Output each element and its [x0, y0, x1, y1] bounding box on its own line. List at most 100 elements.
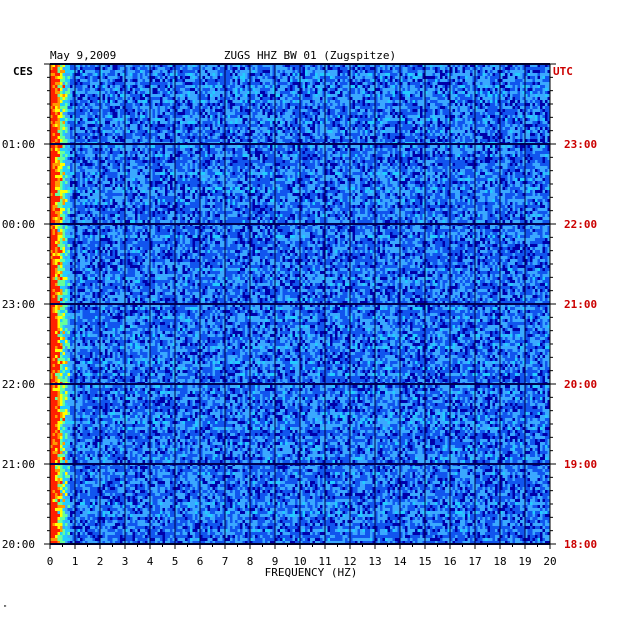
spectrogram-cell [328, 130, 331, 133]
spectrogram-cell [233, 136, 236, 139]
spectrogram-cell [390, 85, 393, 88]
spectrogram-cell [65, 82, 68, 85]
spectrogram-cell [245, 82, 248, 85]
spectrogram-cell [228, 109, 231, 112]
spectrogram-cell [535, 145, 538, 148]
spectrogram-cell [545, 151, 548, 154]
spectrogram-cell [515, 121, 518, 124]
spectrogram-cell [330, 94, 333, 97]
spectrogram-cell [485, 112, 488, 115]
spectrogram-cell [160, 94, 163, 97]
spectrogram-cell [535, 151, 538, 154]
spectrogram-cell [258, 70, 261, 73]
spectrogram-cell [465, 148, 468, 151]
spectrogram-cell [113, 148, 116, 151]
spectrogram-cell [303, 88, 306, 91]
spectrogram-cell [485, 85, 488, 88]
spectrogram-cell [340, 109, 343, 112]
spectrogram-cell [383, 100, 386, 103]
spectrogram-cell [145, 106, 148, 109]
spectrogram-cell [213, 91, 216, 94]
spectrogram-cell [278, 112, 281, 115]
spectrogram-cell [505, 124, 508, 127]
spectrogram-cell [140, 82, 143, 85]
spectrogram-cell [155, 124, 158, 127]
spectrogram-cell [313, 70, 316, 73]
spectrogram-cell [465, 109, 468, 112]
spectrogram-cell [363, 118, 366, 121]
spectrogram-cell [240, 127, 243, 130]
spectrogram-cell [160, 88, 163, 91]
spectrogram-cell [208, 133, 211, 136]
spectrogram-cell [113, 151, 116, 154]
spectrogram-cell [213, 106, 216, 109]
spectrogram-cell [60, 148, 63, 151]
spectrogram-cell [95, 97, 98, 100]
spectrogram-cell [265, 127, 268, 130]
spectrogram-cell [533, 76, 536, 79]
spectrogram-cell [155, 73, 158, 76]
spectrogram-cell [215, 76, 218, 79]
spectrogram-cell [53, 136, 56, 139]
spectrogram-cell [190, 115, 193, 118]
spectrogram-cell [445, 79, 448, 82]
spectrogram-cell [83, 139, 86, 142]
spectrogram-cell [263, 151, 266, 154]
spectrogram-cell [438, 112, 441, 115]
spectrogram-cell [418, 88, 421, 91]
spectrogram-cell [255, 70, 258, 73]
spectrogram-cell [318, 139, 321, 142]
spectrogram-cell [133, 115, 136, 118]
spectrogram-cell [143, 79, 146, 82]
spectrogram-cell [290, 106, 293, 109]
spectrogram-cell [485, 118, 488, 121]
spectrogram-cell [145, 112, 148, 115]
spectrogram-cell [143, 82, 146, 85]
spectrogram-cell [283, 112, 286, 115]
spectrogram-cell [293, 106, 296, 109]
spectrogram-cell [305, 67, 308, 70]
spectrogram-cell [280, 67, 283, 70]
spectrogram-cell [338, 88, 341, 91]
spectrogram-cell [385, 91, 388, 94]
spectrogram-cell [263, 133, 266, 136]
spectrogram-cell [343, 115, 346, 118]
spectrogram-cell [240, 100, 243, 103]
spectrogram-cell [515, 115, 518, 118]
spectrogram-cell [280, 115, 283, 118]
spectrogram-cell [178, 130, 181, 133]
spectrogram-cell [540, 145, 543, 148]
spectrogram-cell [213, 127, 216, 130]
spectrogram-cell [535, 88, 538, 91]
spectrogram-cell [380, 79, 383, 82]
spectrogram-cell [215, 124, 218, 127]
spectrogram-cell [95, 130, 98, 133]
spectrogram-cell [220, 70, 223, 73]
spectrogram-cell [220, 133, 223, 136]
spectrogram-cell [120, 103, 123, 106]
spectrogram-cell [278, 67, 281, 70]
spectrogram-cell [213, 76, 216, 79]
spectrogram-cell [435, 145, 438, 148]
spectrogram-cell [535, 97, 538, 100]
spectrogram-cell [393, 106, 396, 109]
spectrogram-cell [60, 73, 63, 76]
spectrogram-cell [290, 130, 293, 133]
spectrogram-cell [165, 106, 168, 109]
spectrogram-cell [453, 121, 456, 124]
spectrogram-cell [510, 151, 513, 154]
spectrogram-cell [510, 118, 513, 121]
spectrogram-cell [520, 100, 523, 103]
spectrogram-cell [433, 100, 436, 103]
spectrogram-cell [360, 121, 363, 124]
spectrogram-cell [60, 112, 63, 115]
spectrogram-cell [233, 100, 236, 103]
spectrogram-cell [245, 151, 248, 154]
spectrogram-cell [218, 73, 221, 76]
spectrogram-cell [65, 118, 68, 121]
spectrogram-cell [445, 133, 448, 136]
spectrogram-cell [380, 85, 383, 88]
spectrogram-cell [295, 85, 298, 88]
spectrogram-cell [478, 82, 481, 85]
spectrogram-cell [265, 112, 268, 115]
